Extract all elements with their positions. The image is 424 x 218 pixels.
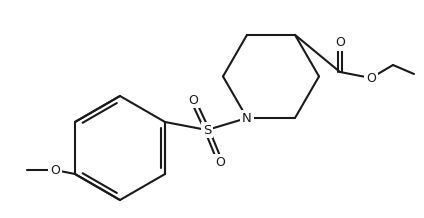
Text: O: O (50, 164, 60, 177)
Text: O: O (188, 94, 198, 107)
Text: O: O (215, 155, 225, 169)
Text: N: N (242, 111, 252, 124)
Text: O: O (335, 36, 345, 49)
Text: O: O (366, 72, 376, 85)
Text: S: S (203, 124, 211, 136)
